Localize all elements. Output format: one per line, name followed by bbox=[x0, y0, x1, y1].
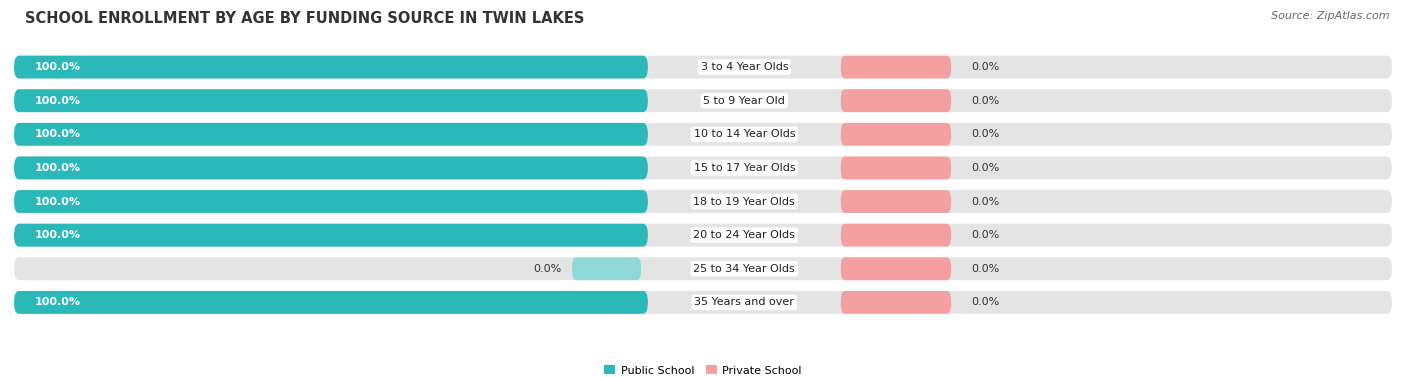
FancyBboxPatch shape bbox=[14, 123, 1392, 146]
FancyBboxPatch shape bbox=[841, 257, 950, 280]
Text: 100.0%: 100.0% bbox=[35, 230, 80, 240]
Legend: Public School, Private School: Public School, Private School bbox=[600, 361, 806, 377]
FancyBboxPatch shape bbox=[14, 56, 648, 78]
Text: 20 to 24 Year Olds: 20 to 24 Year Olds bbox=[693, 230, 796, 240]
Text: Source: ZipAtlas.com: Source: ZipAtlas.com bbox=[1271, 11, 1389, 21]
FancyBboxPatch shape bbox=[14, 224, 648, 247]
Text: SCHOOL ENROLLMENT BY AGE BY FUNDING SOURCE IN TWIN LAKES: SCHOOL ENROLLMENT BY AGE BY FUNDING SOUR… bbox=[25, 11, 585, 26]
FancyBboxPatch shape bbox=[841, 89, 950, 112]
Text: 0.0%: 0.0% bbox=[972, 163, 1000, 173]
Text: 5 to 9 Year Old: 5 to 9 Year Old bbox=[703, 96, 786, 106]
FancyBboxPatch shape bbox=[14, 291, 648, 314]
FancyBboxPatch shape bbox=[841, 123, 950, 146]
FancyBboxPatch shape bbox=[14, 156, 648, 179]
FancyBboxPatch shape bbox=[841, 224, 950, 247]
Text: 0.0%: 0.0% bbox=[972, 230, 1000, 240]
Text: 100.0%: 100.0% bbox=[35, 129, 80, 139]
Text: 0.0%: 0.0% bbox=[972, 196, 1000, 207]
Text: 0.0%: 0.0% bbox=[533, 264, 561, 274]
FancyBboxPatch shape bbox=[841, 291, 950, 314]
FancyBboxPatch shape bbox=[14, 190, 648, 213]
Text: 3 to 4 Year Olds: 3 to 4 Year Olds bbox=[700, 62, 789, 72]
Text: 35 Years and over: 35 Years and over bbox=[695, 297, 794, 307]
FancyBboxPatch shape bbox=[14, 56, 1392, 78]
Text: 0.0%: 0.0% bbox=[972, 264, 1000, 274]
Text: 10 to 14 Year Olds: 10 to 14 Year Olds bbox=[693, 129, 796, 139]
Text: 18 to 19 Year Olds: 18 to 19 Year Olds bbox=[693, 196, 796, 207]
FancyBboxPatch shape bbox=[14, 291, 1392, 314]
FancyBboxPatch shape bbox=[14, 224, 1392, 247]
Text: 25 to 34 Year Olds: 25 to 34 Year Olds bbox=[693, 264, 796, 274]
FancyBboxPatch shape bbox=[14, 89, 648, 112]
Text: 0.0%: 0.0% bbox=[972, 96, 1000, 106]
Text: 100.0%: 100.0% bbox=[35, 96, 80, 106]
FancyBboxPatch shape bbox=[14, 257, 1392, 280]
Text: 100.0%: 100.0% bbox=[35, 196, 80, 207]
FancyBboxPatch shape bbox=[14, 190, 1392, 213]
FancyBboxPatch shape bbox=[841, 190, 950, 213]
Text: 0.0%: 0.0% bbox=[972, 297, 1000, 307]
Text: 0.0%: 0.0% bbox=[972, 62, 1000, 72]
Text: 100.0%: 100.0% bbox=[35, 297, 80, 307]
Text: 100.0%: 100.0% bbox=[35, 163, 80, 173]
Text: 15 to 17 Year Olds: 15 to 17 Year Olds bbox=[693, 163, 796, 173]
Text: 100.0%: 100.0% bbox=[35, 62, 80, 72]
FancyBboxPatch shape bbox=[14, 123, 648, 146]
FancyBboxPatch shape bbox=[14, 89, 1392, 112]
FancyBboxPatch shape bbox=[14, 156, 1392, 179]
Text: 0.0%: 0.0% bbox=[972, 129, 1000, 139]
FancyBboxPatch shape bbox=[841, 56, 950, 78]
FancyBboxPatch shape bbox=[841, 156, 950, 179]
FancyBboxPatch shape bbox=[572, 257, 641, 280]
